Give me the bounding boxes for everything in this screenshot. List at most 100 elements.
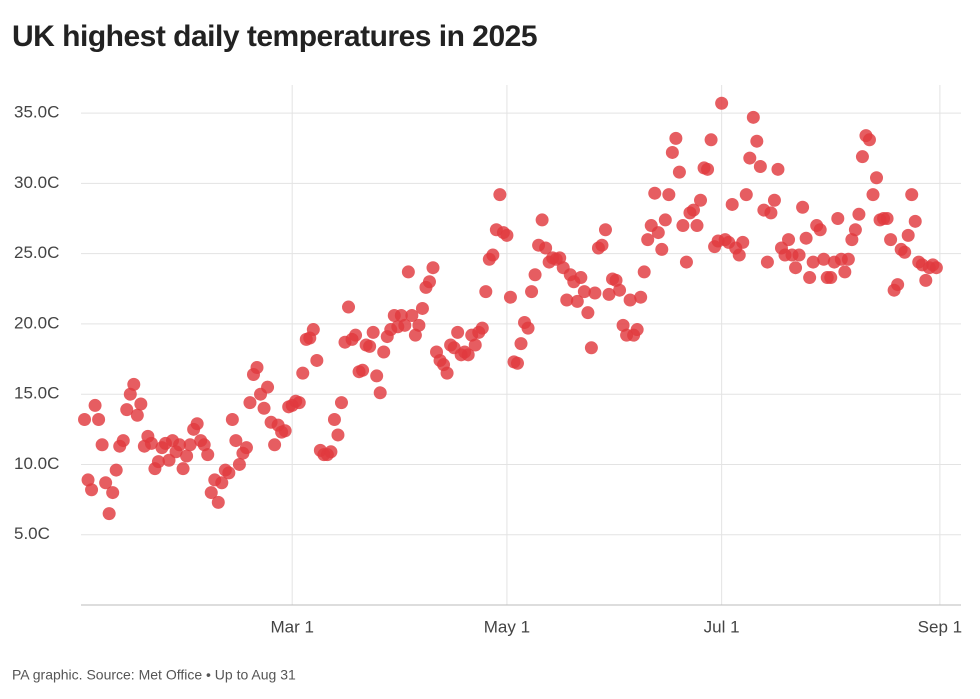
point xyxy=(634,290,648,304)
point xyxy=(676,219,690,233)
point xyxy=(669,131,683,145)
point xyxy=(725,197,739,211)
point xyxy=(268,438,282,452)
grid: 5.0C 10.0C 15.0C 20.0C 25.0C 30.0C 35.0C Mar 1 M… xyxy=(14,85,962,636)
y-tick-label: 25.0C xyxy=(14,243,59,262)
point xyxy=(468,338,482,352)
point xyxy=(679,255,693,269)
point xyxy=(394,308,408,322)
point xyxy=(78,412,92,426)
point xyxy=(535,213,549,227)
point xyxy=(500,228,514,242)
point xyxy=(750,134,764,148)
point xyxy=(743,151,757,165)
point xyxy=(215,476,229,490)
point xyxy=(919,273,933,287)
point xyxy=(595,238,609,252)
point xyxy=(553,251,567,265)
point xyxy=(451,325,465,339)
point xyxy=(637,265,651,279)
point xyxy=(373,386,387,400)
point xyxy=(440,366,454,380)
y-tick-label: 20.0C xyxy=(14,313,59,332)
point xyxy=(405,308,419,322)
point xyxy=(746,110,760,124)
point xyxy=(127,377,141,391)
point xyxy=(852,207,866,221)
point xyxy=(806,255,820,269)
point xyxy=(584,341,598,355)
point xyxy=(123,387,137,401)
point xyxy=(201,448,215,462)
point xyxy=(905,188,919,202)
point xyxy=(651,226,665,240)
point xyxy=(841,252,855,266)
point xyxy=(190,417,204,431)
x-tick-label: Jul 1 xyxy=(704,617,740,636)
point xyxy=(239,441,253,455)
point xyxy=(183,438,197,452)
point xyxy=(753,160,767,174)
point xyxy=(581,306,595,320)
point xyxy=(764,206,778,220)
point xyxy=(694,193,708,207)
point xyxy=(398,318,412,332)
point xyxy=(690,219,704,233)
point xyxy=(225,412,239,426)
point xyxy=(929,261,943,275)
point xyxy=(85,483,99,497)
y-tick-label: 15.0C xyxy=(14,384,59,403)
point xyxy=(334,396,348,410)
point xyxy=(292,396,306,410)
point xyxy=(884,233,898,247)
point xyxy=(665,145,679,159)
point xyxy=(817,252,831,266)
point xyxy=(528,268,542,282)
point xyxy=(116,434,130,448)
point xyxy=(377,345,391,359)
point xyxy=(574,271,588,285)
point xyxy=(672,165,686,179)
point xyxy=(641,233,655,247)
point xyxy=(855,150,869,164)
point xyxy=(479,285,493,299)
point xyxy=(130,408,144,422)
point xyxy=(99,476,113,490)
point xyxy=(180,449,194,463)
point xyxy=(736,235,750,249)
point xyxy=(222,466,236,480)
point xyxy=(658,213,672,227)
point xyxy=(831,212,845,226)
point xyxy=(588,286,602,300)
point xyxy=(363,339,377,353)
point xyxy=(176,462,190,476)
point xyxy=(613,283,627,297)
y-tick-label: 30.0C xyxy=(14,173,59,192)
point xyxy=(525,285,539,299)
point xyxy=(349,328,363,342)
point xyxy=(95,438,109,452)
point xyxy=(327,412,341,426)
point xyxy=(370,369,384,383)
point xyxy=(486,248,500,262)
point xyxy=(197,438,211,452)
point xyxy=(767,193,781,207)
point xyxy=(109,463,123,477)
point xyxy=(81,473,95,487)
y-tick-label: 10.0C xyxy=(14,454,59,473)
point xyxy=(782,233,796,247)
point xyxy=(342,300,356,314)
point xyxy=(616,318,630,332)
chart-title: UK highest daily temperatures in 2025 xyxy=(12,20,537,53)
point xyxy=(211,495,225,509)
point xyxy=(401,265,415,279)
point xyxy=(88,398,102,412)
point xyxy=(243,396,257,410)
x-tick-label: Sep 1 xyxy=(918,617,962,636)
point xyxy=(891,278,905,292)
point xyxy=(715,96,729,110)
point xyxy=(426,261,440,275)
point xyxy=(845,233,859,247)
point xyxy=(796,200,810,214)
point xyxy=(106,486,120,500)
